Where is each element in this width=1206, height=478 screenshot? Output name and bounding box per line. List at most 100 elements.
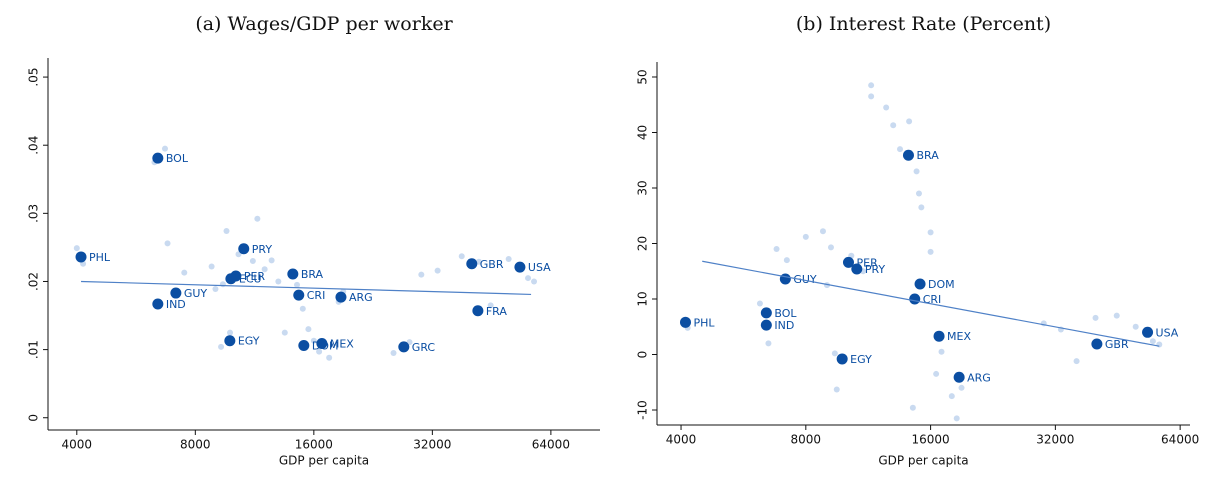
point-label: IND bbox=[774, 319, 794, 332]
country-point bbox=[1091, 338, 1103, 350]
x-tick-label: 16000 bbox=[911, 433, 949, 447]
background-point bbox=[1113, 312, 1120, 319]
background-point bbox=[249, 258, 256, 265]
background-point bbox=[953, 415, 960, 422]
background-point bbox=[164, 240, 171, 247]
background-point bbox=[261, 266, 268, 273]
point-label: BOL bbox=[774, 307, 797, 320]
background-point bbox=[275, 278, 282, 285]
y-tick-label: 50 bbox=[636, 69, 650, 84]
background-point bbox=[833, 386, 840, 393]
background-point bbox=[161, 145, 168, 152]
country-point bbox=[152, 298, 164, 310]
fit-line bbox=[81, 280, 532, 296]
background-point bbox=[310, 337, 317, 344]
background-point bbox=[1132, 323, 1139, 330]
panel-title: (b) Interest Rate (Percent) bbox=[796, 13, 1051, 35]
point-label: GUY bbox=[184, 287, 208, 300]
point-label: IND bbox=[166, 298, 186, 311]
point-label: MEX bbox=[947, 330, 971, 343]
background-point bbox=[1156, 341, 1163, 348]
background-point bbox=[913, 168, 920, 175]
point-label: FRA bbox=[486, 305, 508, 318]
background-point bbox=[918, 204, 925, 211]
background-point bbox=[827, 244, 834, 251]
y-tick-label: .03 bbox=[27, 204, 41, 223]
x-tick-label: 64000 bbox=[532, 438, 570, 452]
point-label: PER bbox=[856, 256, 878, 269]
background-point bbox=[831, 350, 838, 357]
background-point bbox=[505, 255, 512, 262]
background-point bbox=[868, 93, 875, 100]
country-point bbox=[679, 316, 691, 328]
point-label: BRA bbox=[301, 268, 324, 281]
point-label: CRI bbox=[307, 289, 326, 302]
background-point bbox=[390, 350, 397, 357]
y-tick-label: .01 bbox=[27, 340, 41, 359]
point-label: GBR bbox=[480, 258, 504, 271]
y-tick-label: 0 bbox=[636, 351, 650, 359]
background-point bbox=[487, 302, 494, 309]
country-point bbox=[514, 261, 526, 273]
country-point bbox=[225, 273, 237, 285]
background-point bbox=[1149, 338, 1156, 345]
point-label: GBR bbox=[1105, 338, 1129, 351]
country-point bbox=[933, 330, 945, 342]
background-point bbox=[281, 329, 288, 336]
x-tick-label: 32000 bbox=[1036, 433, 1074, 447]
background-point bbox=[1092, 314, 1099, 321]
background-point bbox=[890, 122, 897, 129]
background-point bbox=[316, 348, 323, 355]
y-tick-label: -10 bbox=[636, 400, 650, 420]
y-tick-label: 0 bbox=[27, 414, 41, 422]
country-point bbox=[335, 291, 347, 303]
background-point bbox=[915, 190, 922, 197]
point-label: MEX bbox=[330, 337, 354, 350]
country-point bbox=[466, 258, 478, 270]
x-axis-label: GDP per capita bbox=[878, 454, 968, 468]
x-tick-label: 8000 bbox=[180, 438, 211, 452]
x-tick-label: 4000 bbox=[666, 433, 697, 447]
background-point bbox=[906, 118, 913, 125]
background-point bbox=[958, 384, 965, 391]
point-label: PHL bbox=[693, 316, 715, 329]
fit-line bbox=[702, 260, 1160, 347]
country-point bbox=[760, 319, 772, 331]
background-point bbox=[218, 343, 225, 350]
background-point bbox=[434, 267, 441, 274]
country-point bbox=[238, 243, 250, 255]
background-point bbox=[819, 228, 826, 235]
point-label: DOM bbox=[928, 278, 955, 291]
background-point bbox=[531, 278, 538, 285]
point-label: USA bbox=[1156, 326, 1179, 339]
point-label: PRY bbox=[252, 243, 273, 256]
point-label: PER bbox=[244, 270, 266, 283]
point-label: GRC bbox=[412, 341, 436, 354]
x-tick-label: 16000 bbox=[295, 438, 333, 452]
point-label: EGY bbox=[850, 353, 872, 366]
country-point bbox=[293, 289, 305, 301]
background-point bbox=[927, 229, 934, 236]
country-point bbox=[1142, 326, 1154, 338]
point-label: EGY bbox=[238, 335, 260, 348]
country-point bbox=[779, 273, 791, 285]
y-tick-label: 30 bbox=[636, 180, 650, 195]
country-point bbox=[472, 305, 484, 317]
point-label: ARG bbox=[349, 291, 373, 304]
background-point bbox=[948, 393, 955, 400]
background-point bbox=[765, 340, 772, 347]
y-tick-label: .05 bbox=[27, 68, 41, 87]
background-point bbox=[1073, 358, 1080, 365]
background-point bbox=[802, 233, 809, 240]
background-point bbox=[73, 245, 80, 252]
point-label: BOL bbox=[166, 152, 189, 165]
background-point bbox=[756, 300, 763, 307]
background-point bbox=[208, 263, 215, 270]
background-point bbox=[883, 104, 890, 111]
point-label: ARG bbox=[967, 371, 991, 384]
background-point bbox=[305, 326, 312, 333]
x-axis-label: GDP per capita bbox=[279, 454, 369, 468]
country-point bbox=[842, 256, 854, 268]
